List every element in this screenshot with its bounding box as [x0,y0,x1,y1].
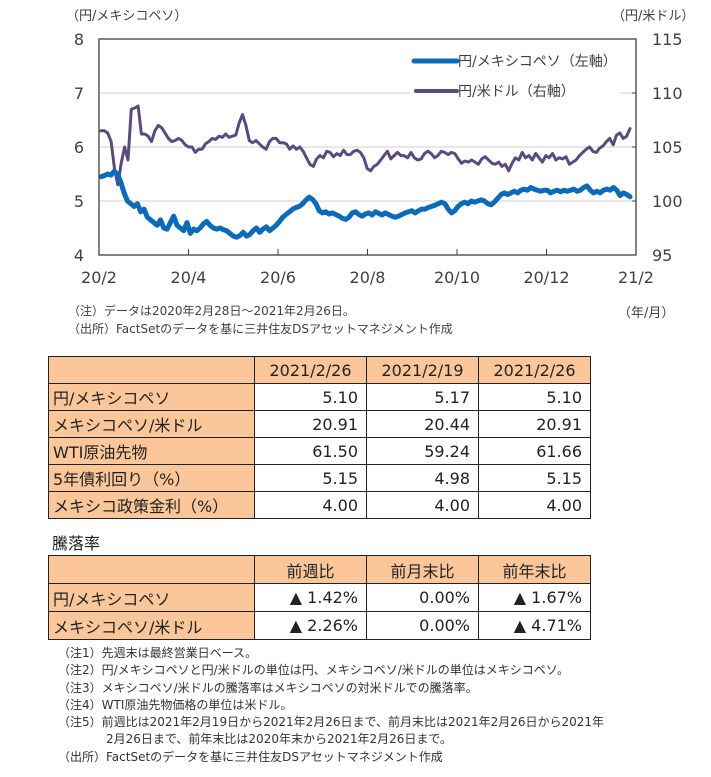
cell-value: 59.24 [366,437,479,465]
left-axis-unit: （円/メキシコペソ） [66,9,187,24]
table-row: 5年債利回り（%） 5.15 4.98 5.15 [48,464,591,492]
cell-value: 5.15 [478,464,591,492]
table-row: メキシコペソ/米ドル 20.91 20.44 20.91 [48,410,591,438]
header-date: 2021/2/26 [478,356,591,384]
footnote: （注3）メキシコペソ/米ドルの騰落率はメキシコペソの対米ドルでの騰落率。 [58,680,478,695]
table-row: 円/メキシコペソ ▲ 1.42% 0.00% ▲ 1.67% [48,583,591,612]
y-left-tick-label: 6 [74,138,84,157]
row-label: メキシコペソ/米ドル [48,410,255,438]
cell-value: 4.00 [478,491,591,519]
row-label: 円/メキシコペソ [48,583,255,612]
y-right-tick-label: 110 [652,84,683,103]
right-y-axis: 95 100 105 110 115 [632,30,683,265]
table-header-row: 2021/2/26 2021/2/19 2021/2/26 [48,356,591,384]
x-tick-label: 20/4 [171,268,207,287]
footnote: （注1）先週末は最終営業日ベース。 [58,646,258,660]
header-blank [48,356,255,384]
footnote: （注2）円/メキシコペソと円/米ドルの単位は円、メキシコペソ/米ドルの単位はメキ… [58,663,570,678]
change-rate-heading: 騰落率 [52,534,101,553]
header-period: 前月末比 [366,555,479,584]
cell-value: 61.50 [254,437,367,465]
cell-value: 20.44 [366,410,479,438]
cell-value: ▲ 2.26% [254,611,367,640]
x-tick-label: 20/2 [81,268,117,287]
cell-value: 4.98 [366,464,479,492]
footnotes: （注1）先週末は最終営業日ベース。 （注2）円/メキシコペソと円/米ドルの単位は… [58,645,604,766]
legend-label-usd: 円/米ドル（右軸） [458,84,575,100]
cell-value: 5.17 [366,383,479,411]
series-line-jpy-mxn [98,168,633,240]
x-tick-label: 20/6 [260,268,296,287]
series-lines [98,104,633,240]
cell-value: 5.10 [478,383,591,411]
footnote: （注4）WTI原油先物価格の単位は米ドル。 [58,697,293,712]
x-tick-label: 20/8 [350,268,386,287]
y-left-tick-label: 7 [74,84,84,103]
cell-value: 61.66 [478,437,591,465]
x-axis-unit: （年/月） [618,306,675,321]
row-label: WTI原油先物 [48,437,255,465]
y-right-tick-label: 100 [652,192,683,211]
cell-value: 4.00 [366,491,479,519]
legend-label-mxn: 円/メキシコペソ（左軸） [458,54,617,70]
table-row: メキシコペソ/米ドル ▲ 2.26% 0.00% ▲ 4.71% [48,611,591,640]
chart-source: （出所）FactSetのデータを基に三井住友DSアセットマネジメント作成 [68,322,453,336]
row-label: メキシコペソ/米ドル [48,611,255,640]
header-period: 前週比 [254,555,367,584]
y-left-tick-label: 8 [74,30,84,49]
table-header-row: 前週比 前月末比 前年末比 [48,555,591,584]
cell-value: ▲ 1.42% [254,583,367,612]
footnote: （注5）前週比は2021年2月19日から2021年2月26日まで、前月末比は20… [58,715,605,730]
row-label: 5年債利回り（%） [48,464,255,492]
x-tick-label: 21/2 [618,268,654,287]
y-right-tick-label: 105 [652,138,683,157]
left-y-axis: 4 5 6 7 8 [74,30,84,265]
table-row: WTI原油先物 61.50 59.24 61.66 [48,437,591,465]
cell-value: 5.10 [254,383,367,411]
x-tick-label: 20/12 [523,268,569,287]
y-right-tick-label: 95 [652,246,672,265]
legend: 円/メキシコペソ（左軸） 円/米ドル（右軸） [410,52,620,104]
header-period: 前年末比 [478,555,591,584]
series-line-jpy-usd [99,104,632,187]
gridlines [99,92,636,202]
table-row: メキシコ政策金利（%） 4.00 4.00 4.00 [48,491,591,519]
y-left-tick-label: 5 [74,192,84,211]
cell-value: 0.00% [366,583,479,612]
cell-value: 20.91 [478,410,591,438]
cell-value: 4.00 [254,491,367,519]
y-right-tick-label: 115 [652,30,683,49]
y-left-tick-label: 4 [74,246,84,265]
x-axis-ticks: 20/2 20/4 20/6 20/8 20/10 20/12 21/2 [81,249,654,287]
header-date: 2021/2/19 [366,356,479,384]
cell-value: 0.00% [366,611,479,640]
row-label: メキシコ政策金利（%） [48,491,255,519]
footnote-continued: 2月26日まで、前年末比は2020年末から2021年2月26日まで。 [106,732,452,747]
header-date: 2021/2/26 [254,356,367,384]
change-rate-table: 前週比 前月末比 前年末比 円/メキシコペソ ▲ 1.42% 0.00% ▲ 1… [48,555,591,640]
row-label: 円/メキシコペソ [48,383,255,411]
cell-value: ▲ 4.71% [478,611,591,640]
market-data-table: 2021/2/26 2021/2/19 2021/2/26 円/メキシコペソ 5… [48,356,591,519]
chart-note: （注）データは2020年2月28日～2021年2月26日。 [68,304,355,318]
exchange-rate-chart: （円/メキシコペソ） （円/米ドル） 20/2 20/4 20/6 20/8 20/10… [66,9,694,287]
footnote-source: （出所）FactSetのデータを基に三井住友DSアセットマネジメント作成 [58,749,443,764]
header-blank [48,555,255,584]
cell-value: 20.91 [254,410,367,438]
right-axis-unit: （円/米ドル） [612,9,694,24]
table-row: 円/メキシコペソ 5.10 5.17 5.10 [48,383,591,411]
cell-value: 5.15 [254,464,367,492]
x-tick-label: 20/10 [434,268,480,287]
cell-value: ▲ 1.67% [478,583,591,612]
